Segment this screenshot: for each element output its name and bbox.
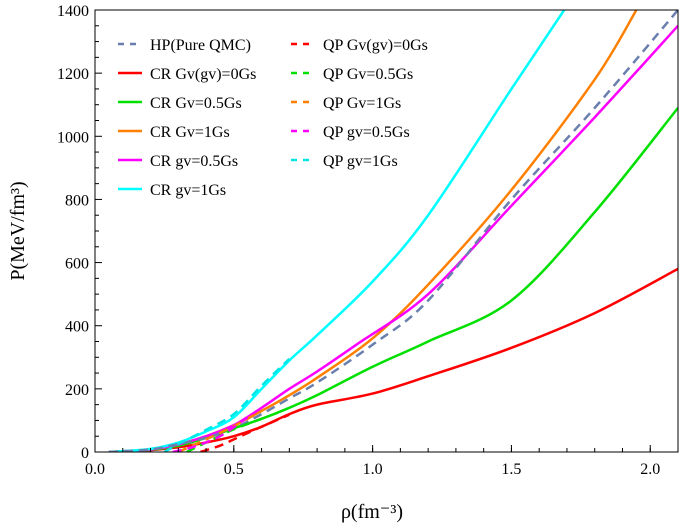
legend-entry: CR Gv=0.5Gs bbox=[118, 95, 242, 112]
legend: HP(Pure QMC) CR Gv(gv)=0Gs CR Gv=0.5Gs CR G… bbox=[118, 37, 428, 199]
y-tick-label: 200 bbox=[65, 382, 89, 399]
legend-entry: CR gv=0.5Gs bbox=[118, 153, 238, 170]
series-line-9 bbox=[172, 416, 249, 452]
legend-label: HP(Pure QMC) bbox=[150, 37, 251, 54]
legend-entry: QP Gv=0.5Gs bbox=[291, 66, 413, 83]
x-axis-label: ρ(fm⁻³) bbox=[341, 501, 403, 523]
x-tick-label: 0.0 bbox=[85, 461, 105, 478]
legend-label: CR Gv(gv)=0Gs bbox=[150, 66, 256, 83]
y-tick-label: 0 bbox=[81, 445, 89, 462]
x-tick-label: 1.0 bbox=[363, 461, 383, 478]
legend-label: CR Gv=0.5Gs bbox=[150, 95, 242, 112]
y-tick-label: 400 bbox=[65, 319, 89, 336]
x-tick-label: 2.0 bbox=[640, 461, 660, 478]
legend-label: QP Gv=0.5Gs bbox=[323, 66, 413, 83]
legend-label: QP gv=1Gs bbox=[323, 153, 398, 170]
legend-entry: CR Gv(gv)=0Gs bbox=[118, 66, 256, 83]
series-line-6 bbox=[200, 413, 290, 452]
y-tick-label: 800 bbox=[65, 192, 89, 209]
series-line-2 bbox=[108, 107, 678, 452]
y-tick-label: 600 bbox=[65, 256, 89, 273]
series-line-1 bbox=[108, 267, 678, 452]
legend-label: CR Gv=1Gs bbox=[150, 124, 230, 141]
x-tick-label: 0.5 bbox=[224, 461, 244, 478]
y-tick-label: 1000 bbox=[57, 129, 89, 146]
legend-entry: CR Gv=1Gs bbox=[118, 124, 230, 141]
series-line-10 bbox=[163, 357, 291, 452]
legend-label: QP Gv=1Gs bbox=[323, 95, 401, 112]
series-line-8 bbox=[177, 409, 263, 452]
legend-label: CR gv=1Gs bbox=[150, 182, 226, 199]
legend-entry: CR gv=1Gs bbox=[118, 182, 226, 199]
legend-entry: QP gv=1Gs bbox=[291, 153, 398, 170]
legend-entry: HP(Pure QMC) bbox=[118, 37, 251, 54]
legend-entry: QP Gv=1Gs bbox=[291, 95, 401, 112]
y-tick-label: 1200 bbox=[57, 66, 89, 83]
series-line-4 bbox=[108, 24, 678, 452]
legend-entry: QP gv=0.5Gs bbox=[291, 124, 410, 141]
y-axis-label: P(MeV/fm³) bbox=[7, 181, 29, 280]
series-line-0 bbox=[108, 10, 678, 452]
legend-label: CR gv=0.5Gs bbox=[150, 153, 238, 170]
legend-label: QP gv=0.5Gs bbox=[323, 124, 410, 141]
legend-entry: QP Gv(gv)=0Gs bbox=[291, 37, 428, 54]
x-tick-label: 1.5 bbox=[501, 461, 521, 478]
curves bbox=[108, 10, 678, 452]
axis-ticks: 0.0 0.5 1.0 1.5 2.0 0 200 400 600 800 1000 1200 1400 bbox=[57, 3, 660, 478]
legend-label: QP Gv(gv)=0Gs bbox=[323, 37, 428, 54]
y-tick-label: 1400 bbox=[57, 3, 89, 20]
